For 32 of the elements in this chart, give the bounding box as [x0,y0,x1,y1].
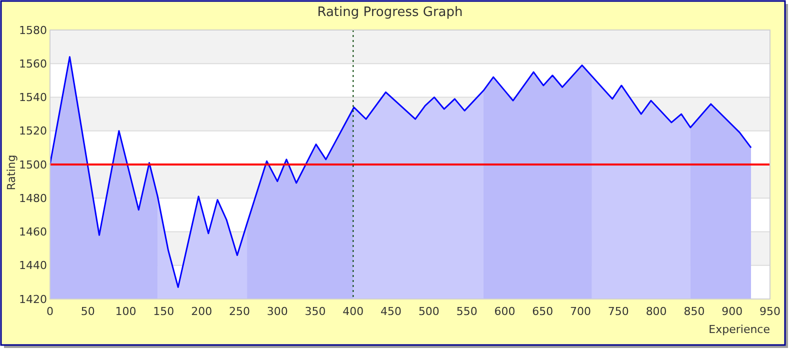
y-tick-label: 1460 [19,226,47,239]
y-tick-label: 1540 [19,91,47,104]
x-tick-label: 200 [191,305,212,318]
x-tick-label: 600 [494,305,516,318]
chart-title: Rating Progress Graph [317,5,463,20]
y-tick-label: 1440 [19,259,47,272]
x-tick-label: 150 [153,305,174,318]
x-axis-title: Experience [708,323,770,336]
y-tick-label: 1420 [19,292,47,306]
x-tick-label: 400 [342,305,364,318]
x-tick-label: 100 [115,305,136,318]
x-tick-label: 700 [570,305,592,318]
x-tick-label: 650 [532,305,554,318]
x-tick-label: 900 [722,305,743,318]
x-tick-label: 500 [418,305,440,318]
x-tick-label: 950 [760,305,780,318]
y-axis-title: Rating [5,154,18,190]
y-tick-label: 1520 [19,124,47,138]
x-tick-label: 450 [380,305,402,318]
y-tick-label: 1560 [19,57,47,70]
y-tick-label: 1480 [19,192,47,205]
x-tick-label: 250 [228,305,250,318]
x-tick-label: 0 [46,305,54,318]
y-tick-label: 1500 [19,158,47,172]
x-tick-label: 800 [646,305,667,318]
x-tick-label: 300 [266,305,288,318]
x-tick-label: 750 [608,305,629,318]
y-tick-label: 1580 [19,24,47,37]
x-tick-label: 850 [684,305,705,318]
x-tick-label: 550 [456,305,478,318]
x-tick-label: 350 [304,305,326,318]
x-tick-label: 50 [80,305,95,318]
